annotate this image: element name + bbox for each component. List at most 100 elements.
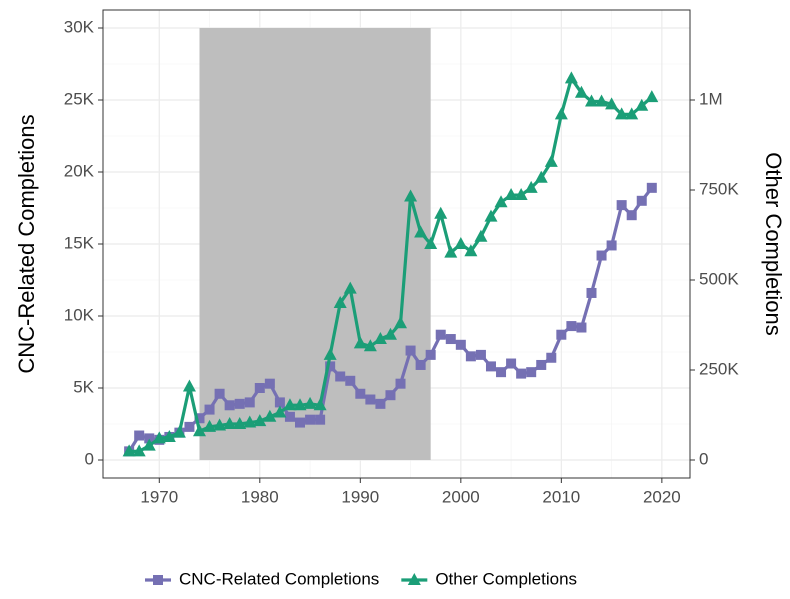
- y-tick-label: 0: [85, 449, 94, 468]
- marker: [142, 438, 156, 451]
- marker: [194, 413, 205, 424]
- marker: [616, 200, 627, 211]
- x-tick-label: 2020: [643, 487, 681, 506]
- marker: [405, 345, 416, 356]
- marker: [234, 398, 245, 409]
- marker: [394, 316, 408, 329]
- marker: [224, 400, 235, 411]
- marker: [315, 414, 326, 425]
- marker: [625, 107, 639, 120]
- y-tick-label: 10K: [64, 305, 95, 324]
- marker: [576, 322, 587, 333]
- marker: [646, 182, 657, 193]
- marker: [152, 431, 166, 444]
- marker: [434, 206, 448, 219]
- marker: [445, 334, 456, 345]
- marker: [465, 351, 476, 362]
- marker: [204, 404, 215, 415]
- marker: [464, 244, 478, 257]
- marker: [144, 433, 155, 444]
- marker: [213, 418, 227, 431]
- marker: [496, 367, 507, 378]
- marker: [455, 339, 466, 350]
- marker: [635, 98, 649, 111]
- marker: [534, 170, 548, 183]
- legend: CNC-Related Completions Other Completions: [145, 569, 577, 588]
- marker: [353, 336, 367, 349]
- shaded-region: [199, 28, 431, 460]
- marker: [645, 90, 659, 103]
- marker: [355, 388, 366, 399]
- marker: [606, 240, 617, 251]
- marker: [254, 383, 265, 393]
- marker: [375, 398, 386, 409]
- marker: [454, 237, 468, 249]
- marker: [295, 417, 306, 428]
- marker: [584, 94, 598, 107]
- plot-border: [102, 9, 691, 479]
- marker: [514, 188, 528, 201]
- marker: [383, 327, 397, 340]
- marker: [305, 414, 316, 425]
- marker: [343, 281, 357, 294]
- marker: [636, 195, 647, 206]
- marker: [474, 229, 488, 242]
- y2-tick-label: 250K: [699, 359, 739, 378]
- y-tick-label: 30K: [64, 17, 95, 36]
- marker: [284, 411, 295, 422]
- marker: [293, 398, 307, 411]
- marker: [546, 352, 557, 363]
- marker: [504, 188, 518, 201]
- marker: [274, 397, 285, 408]
- marker: [283, 398, 297, 411]
- marker: [566, 321, 577, 332]
- x-tick-label: 1980: [241, 487, 279, 506]
- marker: [303, 396, 317, 409]
- y2-tick-label: 750K: [699, 179, 739, 198]
- marker: [444, 245, 458, 258]
- y2-axis-title: Other Completions: [761, 152, 786, 335]
- marker: [506, 358, 517, 369]
- marker: [134, 430, 145, 441]
- x-tick-label: 1970: [140, 487, 178, 506]
- marker: [333, 296, 347, 309]
- marker: [363, 339, 377, 352]
- x-tick-label: 2000: [442, 487, 480, 506]
- marker: [162, 429, 176, 442]
- marker: [407, 573, 421, 585]
- marker: [424, 237, 438, 249]
- marker: [132, 444, 146, 457]
- marker: [273, 405, 287, 418]
- y2-tick-label: 0: [699, 449, 708, 468]
- marker: [536, 359, 547, 370]
- marker: [122, 444, 136, 457]
- marker: [244, 397, 255, 408]
- marker: [435, 329, 446, 340]
- marker: [223, 417, 237, 429]
- marker: [586, 287, 597, 298]
- y-tick-label: 25K: [64, 89, 95, 108]
- marker: [253, 414, 267, 427]
- marker: [365, 394, 376, 405]
- marker: [526, 367, 537, 378]
- marker: [494, 195, 508, 208]
- marker: [373, 332, 387, 345]
- marker: [475, 349, 486, 360]
- marker: [554, 107, 568, 120]
- y-axis-title: CNC-Related Completions: [14, 114, 39, 373]
- marker: [153, 575, 163, 585]
- y2-tick-label: 1M: [699, 89, 723, 108]
- x-tick-label: 1990: [341, 487, 379, 506]
- marker: [214, 388, 225, 399]
- marker: [595, 94, 609, 107]
- marker: [574, 85, 588, 98]
- marker: [345, 375, 356, 386]
- y-tick-label: 15K: [64, 233, 95, 252]
- marker: [263, 409, 277, 422]
- marker: [233, 417, 247, 429]
- marker: [313, 398, 327, 411]
- marker: [404, 189, 418, 202]
- marker: [596, 250, 607, 261]
- marker: [544, 154, 558, 167]
